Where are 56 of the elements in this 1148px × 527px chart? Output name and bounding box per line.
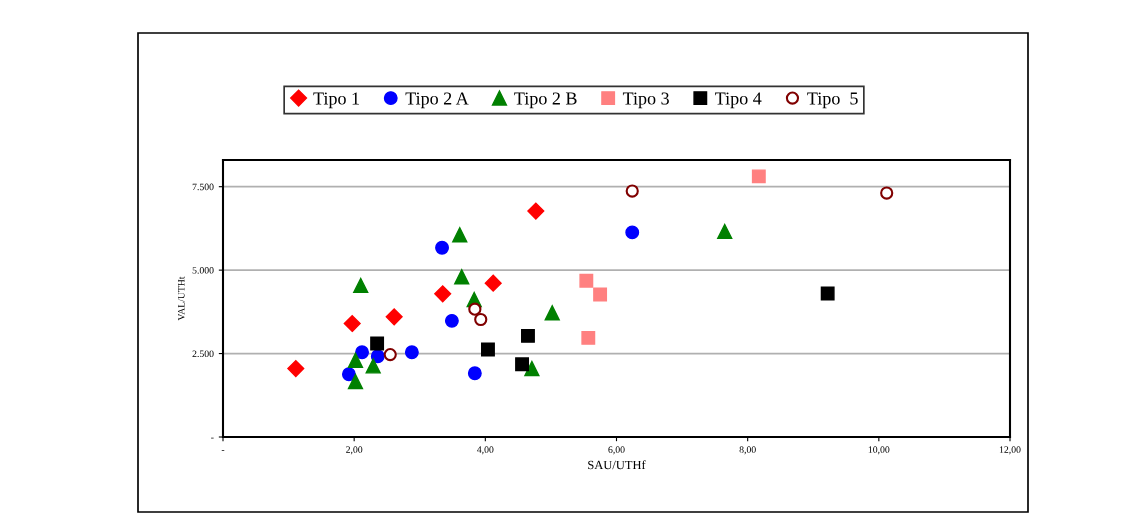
point: [468, 302, 482, 316]
x-tick-label: 10,00: [868, 446, 890, 455]
point: [353, 277, 369, 294]
point: [717, 223, 733, 240]
point: [527, 202, 545, 220]
y-tick-label: -: [211, 437, 214, 439]
point: [383, 347, 397, 362]
point: [343, 314, 361, 333]
point: [435, 240, 449, 255]
legend-label: Tipo 3: [622, 92, 669, 109]
point: [467, 366, 482, 381]
point: [521, 328, 535, 343]
y-tick-label: 5.000: [192, 267, 214, 274]
point: [481, 342, 495, 357]
y-tick-label: 7.500: [192, 183, 214, 191]
point: [287, 360, 305, 378]
y-axis-title: VAL/UTHt: [178, 276, 185, 321]
point: [370, 336, 385, 351]
point: [452, 227, 468, 243]
x-tick-label: 12,00: [999, 446, 1021, 455]
point: [579, 273, 594, 288]
point: [347, 373, 364, 390]
point: [355, 345, 369, 360]
legend-label: Tipo 4: [715, 92, 762, 109]
legend-label: Tipo 1: [313, 92, 359, 109]
x-axis-title: SAU/UTHf: [588, 460, 646, 470]
point: [347, 352, 364, 368]
point: [474, 312, 488, 327]
point: [404, 345, 419, 360]
legend-label: Tipo 2 B: [514, 92, 577, 109]
x-tick-label: 4,00: [477, 446, 494, 455]
x-tick-label: 2,00: [346, 446, 363, 455]
point: [385, 308, 403, 326]
point: [880, 186, 894, 200]
x-tick-label: -: [221, 450, 225, 451]
point: [751, 169, 766, 184]
point: [581, 330, 596, 345]
x-tick-label: 6,00: [608, 446, 625, 455]
point: [454, 269, 470, 285]
point: [625, 225, 640, 240]
point: [820, 286, 835, 301]
point: [625, 184, 639, 198]
legend-label: Tipo 5: [807, 92, 858, 109]
legend-label: Tipo 2 A: [405, 92, 469, 109]
point: [593, 287, 608, 302]
point: [434, 285, 452, 303]
point: [370, 349, 385, 364]
point: [515, 357, 530, 372]
point: [444, 313, 459, 328]
point: [544, 305, 560, 321]
point: [524, 360, 540, 377]
y-tick-label: 2.500: [192, 350, 214, 358]
point: [484, 274, 502, 292]
point: [341, 367, 356, 382]
x-tick-label: 8,00: [739, 446, 756, 455]
point: [365, 358, 381, 374]
